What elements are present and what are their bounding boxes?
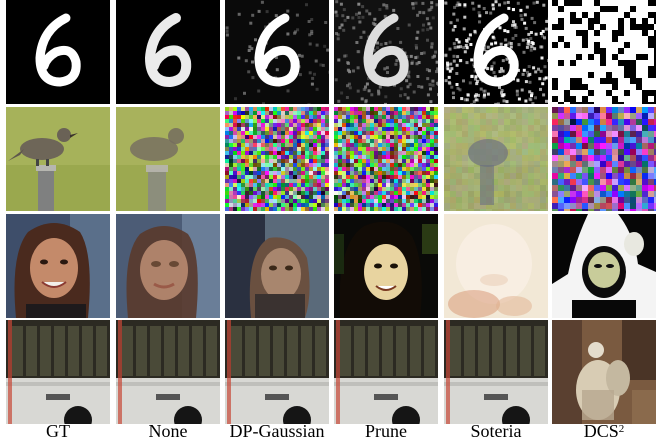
bus-gt-image — [6, 320, 110, 424]
column-label-soteria: Soteria — [470, 421, 522, 441]
bird-gt-image — [6, 107, 110, 211]
face-prune-image — [334, 214, 438, 318]
mnist-prune-image — [334, 0, 438, 104]
mnist-dcs-image — [552, 0, 656, 104]
face-none-image — [116, 214, 220, 318]
column-label-dp-gaussian: DP-Gaussian — [229, 421, 325, 441]
face-soteria-image — [444, 214, 548, 318]
bus-soteria-image — [444, 320, 548, 424]
bus-none-image — [116, 320, 220, 424]
column-label-none: None — [148, 421, 188, 441]
column-label-prune: Prune — [365, 421, 407, 441]
mnist-soteria-image — [444, 0, 548, 104]
bird-dcs-image — [552, 107, 656, 211]
face-dcs-image — [552, 214, 656, 318]
dcs-label-superscript: 2 — [618, 423, 625, 435]
bird-none-image — [116, 107, 220, 211]
bus-prune-image — [334, 320, 438, 424]
face-gt-image — [6, 214, 110, 318]
mnist-none-image — [116, 0, 220, 104]
column-label-gt: GT — [46, 421, 70, 441]
bird-dp-gaussian-image — [225, 107, 329, 211]
mnist-gt-image — [6, 0, 110, 104]
mnist-dp-gaussian-image — [225, 0, 329, 104]
dcs-label-text: DCS — [583, 421, 619, 441]
bird-soteria-image — [444, 107, 548, 211]
bird-prune-image — [334, 107, 438, 211]
column-label-dcs: DCS2 — [544, 420, 656, 442]
bus-dcs-image — [552, 320, 656, 424]
bus-dp-gaussian-image — [225, 320, 329, 424]
face-dp-gaussian-image — [225, 214, 329, 318]
